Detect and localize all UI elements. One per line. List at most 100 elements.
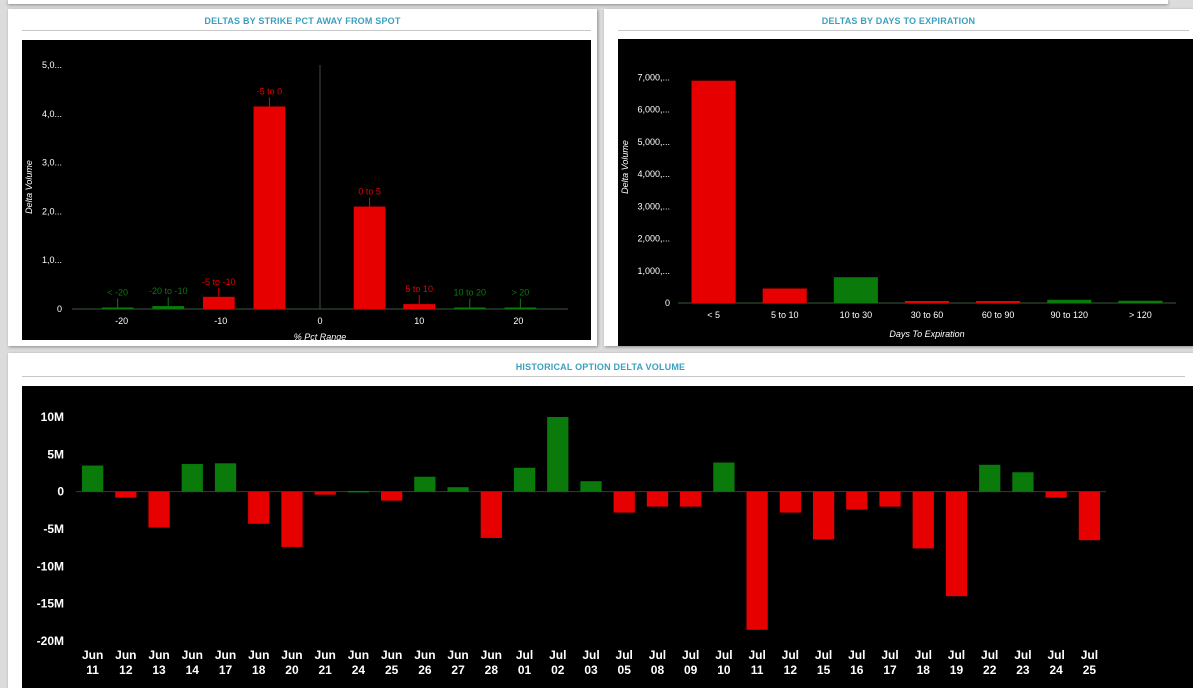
bar <box>945 491 968 597</box>
bar <box>403 304 436 309</box>
strike-chart: 0 1,0... 2,0... 3,0... 4,0... 5,0... -20 -10 0 10… <box>24 60 568 340</box>
x-tick-month: Jul <box>549 648 566 662</box>
bar <box>202 296 235 309</box>
x-tick-label: 10 <box>414 316 424 326</box>
x-tick-day: 16 <box>850 663 864 677</box>
x-tick-month: Jul <box>748 648 765 662</box>
bar <box>1045 491 1067 498</box>
x-tick-day: 10 <box>717 663 731 677</box>
x-tick-day: 08 <box>651 663 665 677</box>
bar <box>979 464 1001 492</box>
history-chart-area: 10M 5M 0 -5M -10M -15M -20M Jun 11 Jun 12 Jun 13 Jun 1… <box>22 386 1193 688</box>
x-tick-day: 01 <box>518 663 532 677</box>
bar <box>1047 299 1092 303</box>
x-tick-day: 12 <box>784 663 798 677</box>
bar <box>680 491 702 507</box>
y-axis-label: Delta Volume <box>24 160 34 214</box>
x-tick-label: 90 to 120 <box>1051 310 1089 320</box>
x-tick-month: Jun <box>148 648 169 662</box>
x-tick-day: 21 <box>319 663 333 677</box>
bar-data-label: > 20 <box>511 288 529 298</box>
x-tick-label: 0 <box>317 316 322 326</box>
bar-data-label: 10 to 20 <box>454 288 487 298</box>
x-tick-label: < 5 <box>707 310 720 320</box>
bar <box>513 467 536 492</box>
x-tick-month: Jun <box>182 648 203 662</box>
y-tick-label: 7,000,... <box>637 72 670 82</box>
x-tick-label: > 120 <box>1129 310 1152 320</box>
x-tick-month: Jul <box>1014 648 1031 662</box>
x-axis-label: Days To Expiration <box>889 329 964 339</box>
x-tick-day: 20 <box>285 663 299 677</box>
y-tick-label: 4,0... <box>42 109 62 119</box>
x-tick-month: Jul <box>649 648 666 662</box>
top-panel-edge <box>8 0 1168 4</box>
bar <box>762 288 807 303</box>
x-tick-month: Jun <box>381 648 402 662</box>
bar <box>152 306 185 309</box>
bar <box>414 476 436 492</box>
x-tick-label: -10 <box>214 316 227 326</box>
x-tick-month: Jun <box>82 648 103 662</box>
y-tick-label: -20M <box>37 634 64 648</box>
bar <box>580 481 602 492</box>
x-axis-label: % Pct Range <box>294 332 347 340</box>
strike-panel-title: DELTAS BY STRIKE PCT AWAY FROM SPOT <box>204 16 401 26</box>
x-tick-label: -20 <box>115 316 128 326</box>
y-tick-label: 0 <box>57 304 62 314</box>
x-tick-day: 12 <box>119 663 133 677</box>
x-tick-month: Jul <box>616 648 633 662</box>
x-tick-day: 18 <box>917 663 931 677</box>
bar <box>904 301 950 303</box>
x-tick-day: 15 <box>817 663 831 677</box>
bar <box>480 491 502 538</box>
x-tick-day: 02 <box>551 663 565 677</box>
x-tick-month: Jul <box>682 648 699 662</box>
x-tick-month: Jul <box>981 648 998 662</box>
bar <box>846 491 868 510</box>
x-tick-day: 25 <box>385 663 399 677</box>
bar <box>833 277 878 303</box>
x-tick-day: 14 <box>186 663 200 677</box>
bar <box>879 491 901 507</box>
bar <box>381 491 403 501</box>
bar <box>779 491 801 513</box>
x-tick-month: Jul <box>715 648 732 662</box>
y-tick-label: 10M <box>41 410 64 424</box>
x-tick-month: Jul <box>782 648 799 662</box>
y-tick-label: 5,000,... <box>637 137 670 147</box>
x-tick-day: 09 <box>684 663 698 677</box>
y-tick-label: 2,000,... <box>637 234 670 244</box>
x-tick-day: 13 <box>152 663 166 677</box>
x-tick-month: Jun <box>115 648 136 662</box>
y-tick-label: 6,000,... <box>637 105 670 115</box>
bar <box>613 491 635 513</box>
x-tick-month: Jul <box>815 648 832 662</box>
x-tick-month: Jun <box>215 648 236 662</box>
x-tick-label: 30 to 60 <box>911 310 944 320</box>
x-tick-day: 17 <box>883 663 897 677</box>
bar <box>101 307 134 309</box>
bar <box>248 491 270 524</box>
bar <box>976 301 1021 303</box>
bar <box>453 307 486 309</box>
x-tick-day: 24 <box>352 663 366 677</box>
strike-chart-area: 0 1,0... 2,0... 3,0... 4,0... 5,0... -20 -10 0 10… <box>22 40 591 340</box>
bar-data-label: -5 to 0 <box>257 86 283 96</box>
x-tick-day: 26 <box>418 663 432 677</box>
x-tick-label: 20 <box>513 316 523 326</box>
y-tick-label: 4,000,... <box>637 169 670 179</box>
bar <box>115 491 137 498</box>
x-tick-day: 18 <box>252 663 266 677</box>
y-tick-label: -10M <box>37 559 64 573</box>
y-tick-label: 1,000,... <box>637 266 670 276</box>
x-tick-day: 19 <box>950 663 964 677</box>
y-tick-label: 2,0... <box>42 206 62 216</box>
expiry-panel-title: DELTAS BY DAYS TO EXPIRATION <box>821 16 976 26</box>
bar <box>812 491 835 540</box>
x-tick-month: Jun <box>481 648 502 662</box>
bar <box>713 462 735 492</box>
y-tick-label: 0 <box>57 485 64 499</box>
y-tick-label: 5,0... <box>42 60 62 70</box>
y-axis-label: Delta Volume <box>620 140 630 194</box>
